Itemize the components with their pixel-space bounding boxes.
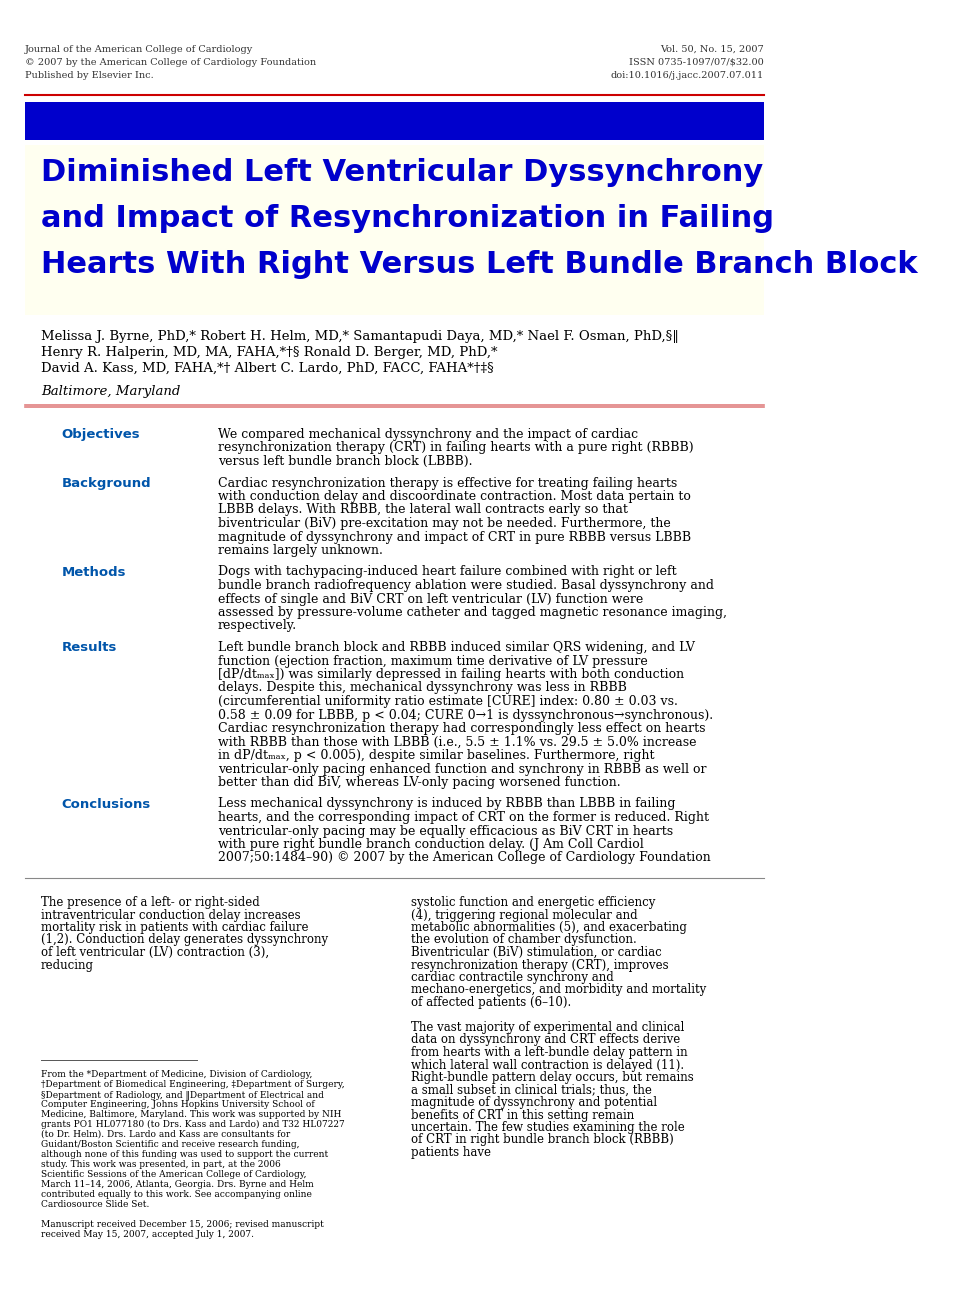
Text: Guidant/Boston Scientific and receive research funding,: Guidant/Boston Scientific and receive re… <box>41 1140 300 1149</box>
Text: March 11–14, 2006, Atlanta, Georgia. Drs. Byrne and Helm: March 11–14, 2006, Atlanta, Georgia. Drs… <box>41 1180 314 1189</box>
Text: Methods: Methods <box>61 565 126 578</box>
Text: Cardiosource Slide Set.: Cardiosource Slide Set. <box>41 1200 150 1209</box>
Text: resynchronization therapy (CRT) in failing hearts with a pure right (RBBB): resynchronization therapy (CRT) in faili… <box>218 441 693 454</box>
Text: a small subset in clinical trials; thus, the: a small subset in clinical trials; thus,… <box>411 1084 652 1096</box>
Text: Melissa J. Byrne, PhD,* Robert H. Helm, MD,* Samantapudi Daya, MD,* Nael F. Osma: Melissa J. Byrne, PhD,* Robert H. Helm, … <box>41 330 679 343</box>
Text: delays. Despite this, mechanical dyssynchrony was less in RBBB: delays. Despite this, mechanical dyssync… <box>218 681 627 694</box>
Text: Diminished Left Ventricular Dyssynchrony: Diminished Left Ventricular Dyssynchrony <box>41 157 763 187</box>
FancyBboxPatch shape <box>25 144 764 315</box>
Text: Right-bundle pattern delay occurs, but remains: Right-bundle pattern delay occurs, but r… <box>411 1071 693 1084</box>
Text: 2007;50:1484–90) © 2007 by the American College of Cardiology Foundation: 2007;50:1484–90) © 2007 by the American … <box>218 851 710 864</box>
Text: function (ejection fraction, maximum time derivative of LV pressure: function (ejection fraction, maximum tim… <box>218 654 647 667</box>
Text: assessed by pressure-volume catheter and tagged magnetic resonance imaging,: assessed by pressure-volume catheter and… <box>218 606 727 619</box>
Text: [dP/dtₘₐₓ]) was similarly depressed in failing hearts with both conduction: [dP/dtₘₐₓ]) was similarly depressed in f… <box>218 668 684 681</box>
Text: LBBB delays. With RBBB, the lateral wall contracts early so that: LBBB delays. With RBBB, the lateral wall… <box>218 503 628 516</box>
Text: magnitude of dyssynchrony and potential: magnitude of dyssynchrony and potential <box>411 1096 657 1109</box>
Text: better than did BiV, whereas LV-only pacing worsened function.: better than did BiV, whereas LV-only pac… <box>218 777 620 789</box>
Text: received May 15, 2007, accepted July 1, 2007.: received May 15, 2007, accepted July 1, … <box>41 1229 254 1238</box>
Text: resynchronization therapy (CRT), improves: resynchronization therapy (CRT), improve… <box>411 958 668 971</box>
Text: with pure right bundle branch conduction delay. (J Am Coll Cardiol: with pure right bundle branch conduction… <box>218 838 643 851</box>
Text: (to Dr. Helm). Drs. Lardo and Kass are consultants for: (to Dr. Helm). Drs. Lardo and Kass are c… <box>41 1130 290 1139</box>
Text: study. This work was presented, in part, at the 2006: study. This work was presented, in part,… <box>41 1160 281 1169</box>
Text: Results: Results <box>61 641 117 654</box>
Text: effects of single and BiV CRT on left ventricular (LV) function were: effects of single and BiV CRT on left ve… <box>218 592 643 605</box>
Text: of left ventricular (LV) contraction (3),: of left ventricular (LV) contraction (3)… <box>41 946 269 958</box>
Text: Cardiac resynchronization therapy had correspondingly less effect on hearts: Cardiac resynchronization therapy had co… <box>218 722 706 735</box>
Text: (1,2). Conduction delay generates dyssynchrony: (1,2). Conduction delay generates dyssyn… <box>41 934 328 947</box>
Text: intraventricular conduction delay increases: intraventricular conduction delay increa… <box>41 908 300 921</box>
Text: ventricular-only pacing may be equally efficacious as BiV CRT in hearts: ventricular-only pacing may be equally e… <box>218 824 673 837</box>
Text: Henry R. Halperin, MD, MA, FAHA,*†§ Ronald D. Berger, MD, PhD,*: Henry R. Halperin, MD, MA, FAHA,*†§ Rona… <box>41 346 497 359</box>
Text: The vast majority of experimental and clinical: The vast majority of experimental and cl… <box>411 1020 684 1035</box>
Text: David A. Kass, MD, FAHA,*† Albert C. Lardo, PhD, FACC, FAHA*†‡§: David A. Kass, MD, FAHA,*† Albert C. Lar… <box>41 362 493 375</box>
Text: data on dyssynchrony and CRT effects derive: data on dyssynchrony and CRT effects der… <box>411 1033 680 1046</box>
Text: Medicine, Baltimore, Maryland. This work was supported by NIH: Medicine, Baltimore, Maryland. This work… <box>41 1109 342 1118</box>
Text: uncertain. The few studies examining the role: uncertain. The few studies examining the… <box>411 1121 684 1134</box>
Text: of CRT in right bundle branch block (RBBB): of CRT in right bundle branch block (RBB… <box>411 1134 674 1147</box>
Text: We compared mechanical dyssynchrony and the impact of cardiac: We compared mechanical dyssynchrony and … <box>218 428 637 441</box>
Text: contributed equally to this work. See accompanying online: contributed equally to this work. See ac… <box>41 1189 312 1198</box>
FancyBboxPatch shape <box>25 102 764 141</box>
Text: of affected patients (6–10).: of affected patients (6–10). <box>411 996 571 1009</box>
Text: Objectives: Objectives <box>61 428 140 441</box>
Text: hearts, and the corresponding impact of CRT on the former is reduced. Right: hearts, and the corresponding impact of … <box>218 811 708 824</box>
Text: (circumferential uniformity ratio estimate [CURE] index: 0.80 ± 0.03 vs.: (circumferential uniformity ratio estima… <box>218 695 678 708</box>
Text: from hearts with a left-bundle delay pattern in: from hearts with a left-bundle delay pat… <box>411 1046 687 1059</box>
Text: Cardiac resynchronization therapy is effective for treating failing hearts: Cardiac resynchronization therapy is eff… <box>218 476 677 489</box>
Text: grants PO1 HL077180 (to Drs. Kass and Lardo) and T32 HL07227: grants PO1 HL077180 (to Drs. Kass and La… <box>41 1120 345 1129</box>
Text: Left bundle branch block and RBBB induced similar QRS widening, and LV: Left bundle branch block and RBBB induce… <box>218 641 695 654</box>
Text: Vol. 50, No. 15, 2007: Vol. 50, No. 15, 2007 <box>660 45 764 54</box>
Text: mortality risk in patients with cardiac failure: mortality risk in patients with cardiac … <box>41 921 308 934</box>
Text: ventricular-only pacing enhanced function and synchrony in RBBB as well or: ventricular-only pacing enhanced functio… <box>218 762 707 775</box>
Text: From the *Department of Medicine, Division of Cardiology,: From the *Department of Medicine, Divisi… <box>41 1069 312 1078</box>
Text: Background: Background <box>61 476 152 489</box>
Text: Biventricular (BiV) stimulation, or cardiac: Biventricular (BiV) stimulation, or card… <box>411 946 661 958</box>
Text: Conclusions: Conclusions <box>61 797 151 810</box>
Text: biventricular (BiV) pre-excitation may not be needed. Furthermore, the: biventricular (BiV) pre-excitation may n… <box>218 517 670 530</box>
Text: doi:10.1016/j.jacc.2007.07.011: doi:10.1016/j.jacc.2007.07.011 <box>611 71 764 80</box>
Text: Published by Elsevier Inc.: Published by Elsevier Inc. <box>25 71 154 80</box>
Text: †Department of Biomedical Engineering, ‡Department of Surgery,: †Department of Biomedical Engineering, ‡… <box>41 1080 345 1089</box>
Text: with conduction delay and discoordinate contraction. Most data pertain to: with conduction delay and discoordinate … <box>218 490 690 503</box>
Text: Less mechanical dyssynchrony is induced by RBBB than LBBB in failing: Less mechanical dyssynchrony is induced … <box>218 797 675 810</box>
Text: Baltimore, Maryland: Baltimore, Maryland <box>41 384 180 399</box>
Text: respectively.: respectively. <box>218 619 297 632</box>
Text: and Impact of Resynchronization in Failing: and Impact of Resynchronization in Faili… <box>41 204 774 233</box>
Text: which lateral wall contraction is delayed (11).: which lateral wall contraction is delaye… <box>411 1059 684 1072</box>
Text: versus left bundle branch block (LBBB).: versus left bundle branch block (LBBB). <box>218 455 472 468</box>
Text: 0.58 ± 0.09 for LBBB, p < 0.04; CURE 0→1 is dyssynchronous→synchronous).: 0.58 ± 0.09 for LBBB, p < 0.04; CURE 0→1… <box>218 708 713 721</box>
Text: in dP/dtₘₐₓ, p < 0.005), despite similar baselines. Furthermore, right: in dP/dtₘₐₓ, p < 0.005), despite similar… <box>218 749 654 762</box>
Text: magnitude of dyssynchrony and impact of CRT in pure RBBB versus LBBB: magnitude of dyssynchrony and impact of … <box>218 530 691 543</box>
Text: remains largely unknown.: remains largely unknown. <box>218 544 383 557</box>
Text: with RBBB than those with LBBB (i.e., 5.5 ± 1.1% vs. 29.5 ± 5.0% increase: with RBBB than those with LBBB (i.e., 5.… <box>218 735 696 748</box>
Text: benefits of CRT in this setting remain: benefits of CRT in this setting remain <box>411 1108 634 1121</box>
Text: Scientific Sessions of the American College of Cardiology,: Scientific Sessions of the American Coll… <box>41 1170 306 1179</box>
Text: although none of this funding was used to support the current: although none of this funding was used t… <box>41 1149 328 1158</box>
Text: © 2007 by the American College of Cardiology Foundation: © 2007 by the American College of Cardio… <box>25 58 316 67</box>
Text: the evolution of chamber dysfunction.: the evolution of chamber dysfunction. <box>411 934 636 947</box>
Text: ISSN 0735-1097/07/$32.00: ISSN 0735-1097/07/$32.00 <box>629 58 764 67</box>
Text: Journal of the American College of Cardiology: Journal of the American College of Cardi… <box>25 45 252 54</box>
Text: Manuscript received December 15, 2006; revised manuscript: Manuscript received December 15, 2006; r… <box>41 1220 324 1229</box>
Text: systolic function and energetic efficiency: systolic function and energetic efficien… <box>411 897 655 909</box>
Text: patients have: patients have <box>411 1146 491 1158</box>
Text: The presence of a left- or right-sided: The presence of a left- or right-sided <box>41 897 260 909</box>
Text: reducing: reducing <box>41 958 94 971</box>
Text: metabolic abnormalities (5), and exacerbating: metabolic abnormalities (5), and exacerb… <box>411 921 686 934</box>
Text: bundle branch radiofrequency ablation were studied. Basal dyssynchrony and: bundle branch radiofrequency ablation we… <box>218 579 713 592</box>
Text: Hearts With Right Versus Left Bundle Branch Block: Hearts With Right Versus Left Bundle Bra… <box>41 250 918 279</box>
Text: Dogs with tachypacing-induced heart failure combined with right or left: Dogs with tachypacing-induced heart fail… <box>218 565 676 578</box>
Text: §Department of Radiology, and ‖Department of Electrical and: §Department of Radiology, and ‖Departmen… <box>41 1090 324 1099</box>
Text: mechano-energetics, and morbidity and mortality: mechano-energetics, and morbidity and mo… <box>411 983 706 996</box>
Text: cardiac contractile synchrony and: cardiac contractile synchrony and <box>411 971 613 984</box>
Text: (4), triggering regional molecular and: (4), triggering regional molecular and <box>411 908 637 921</box>
Text: Computer Engineering, Johns Hopkins University School of: Computer Engineering, Johns Hopkins Univ… <box>41 1100 315 1109</box>
